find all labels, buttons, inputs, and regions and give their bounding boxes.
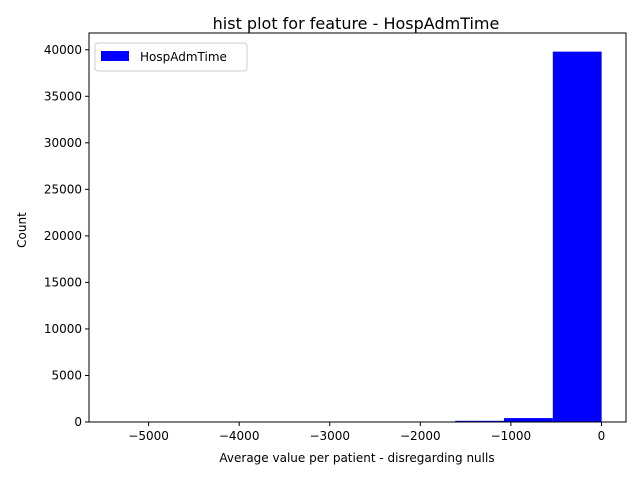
legend: HospAdmTime [94, 42, 248, 72]
histogram-bar-8 [503, 418, 553, 422]
x-axis-ticks: −5000 −4000 −3000 −2000 −1000 0 [128, 422, 605, 443]
y-tick-label-3: 15000 [44, 275, 82, 289]
y-tick-label-0: 0 [74, 415, 82, 429]
x-tick-label-0: −5000 [128, 429, 169, 443]
y-tick-label-6: 30000 [44, 136, 82, 150]
legend-label: HospAdmTime [140, 50, 227, 64]
legend-box [94, 42, 248, 72]
y-tick-label-8: 40000 [44, 43, 82, 57]
x-tick-label-2: −3000 [309, 429, 350, 443]
histogram-bar-7 [455, 420, 504, 422]
y-axis-label: Count [15, 212, 29, 248]
x-tick-label-5: 0 [598, 429, 606, 443]
y-axis-ticks: 0 5000 10000 15000 20000 25000 30000 35000 40000 [44, 43, 89, 429]
x-tick-label-4: −1000 [491, 429, 532, 443]
y-tick-label-2: 10000 [44, 322, 82, 336]
y-tick-label-5: 25000 [44, 182, 82, 196]
plot-area-frame [88, 32, 627, 423]
x-axis-label: Average value per patient - disregarding… [219, 451, 494, 465]
y-tick-label-4: 20000 [44, 229, 82, 243]
histogram-bar-9 [552, 51, 602, 423]
y-tick-label-1: 5000 [51, 368, 82, 382]
legend-swatch [101, 51, 129, 61]
y-tick-label-7: 35000 [44, 89, 82, 103]
chart-title: hist plot for feature - HospAdmTime [213, 14, 500, 33]
histogram-bars [113, 51, 602, 423]
x-tick-label-3: −2000 [400, 429, 441, 443]
x-tick-label-1: −4000 [219, 429, 260, 443]
